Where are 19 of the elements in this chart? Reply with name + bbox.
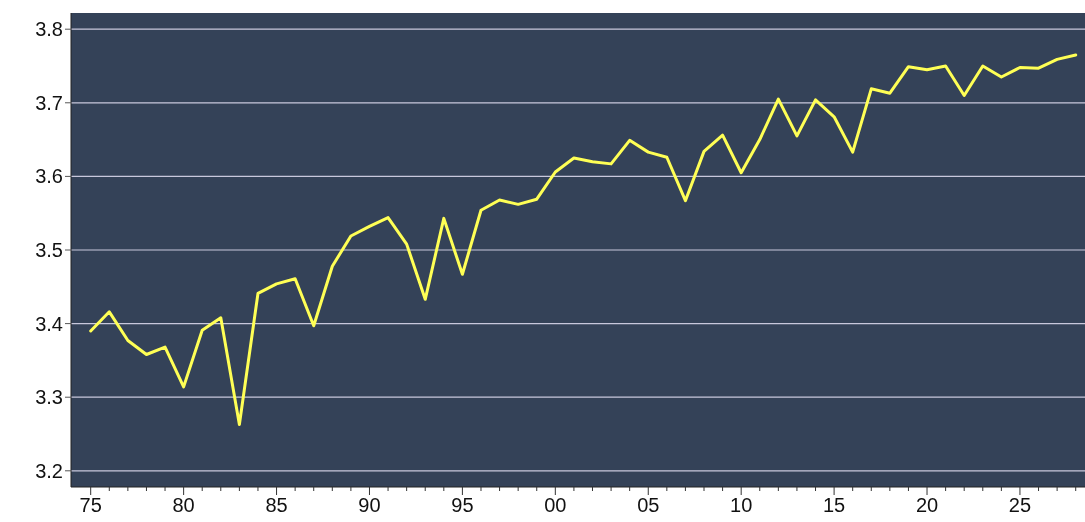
y-tick-label: 3.7 xyxy=(35,91,63,114)
y-tick-label: 3.4 xyxy=(35,312,63,335)
x-tick-label: 85 xyxy=(265,494,288,516)
y-tick-label: 3.8 xyxy=(35,18,63,41)
y-tick-label: 3.2 xyxy=(35,459,63,482)
y-tick-label: 3.3 xyxy=(35,386,63,409)
line-series xyxy=(89,53,1078,426)
x-tick-label: 20 xyxy=(915,494,939,516)
y-tick-label: 3.6 xyxy=(35,165,63,188)
x-tick-label: 80 xyxy=(172,494,195,516)
x-tick-label: 00 xyxy=(544,494,567,516)
x-tick-label: 95 xyxy=(451,494,474,516)
x-tick-label: 15 xyxy=(822,494,846,516)
y-tick-label: 3.5 xyxy=(35,239,63,261)
x-tick-label: 10 xyxy=(730,494,753,516)
x-tick-label: 05 xyxy=(637,494,660,516)
x-tick-label: 25 xyxy=(1008,494,1032,516)
x-tick-label: 90 xyxy=(358,494,381,516)
x-tick-label: 75 xyxy=(79,494,102,516)
